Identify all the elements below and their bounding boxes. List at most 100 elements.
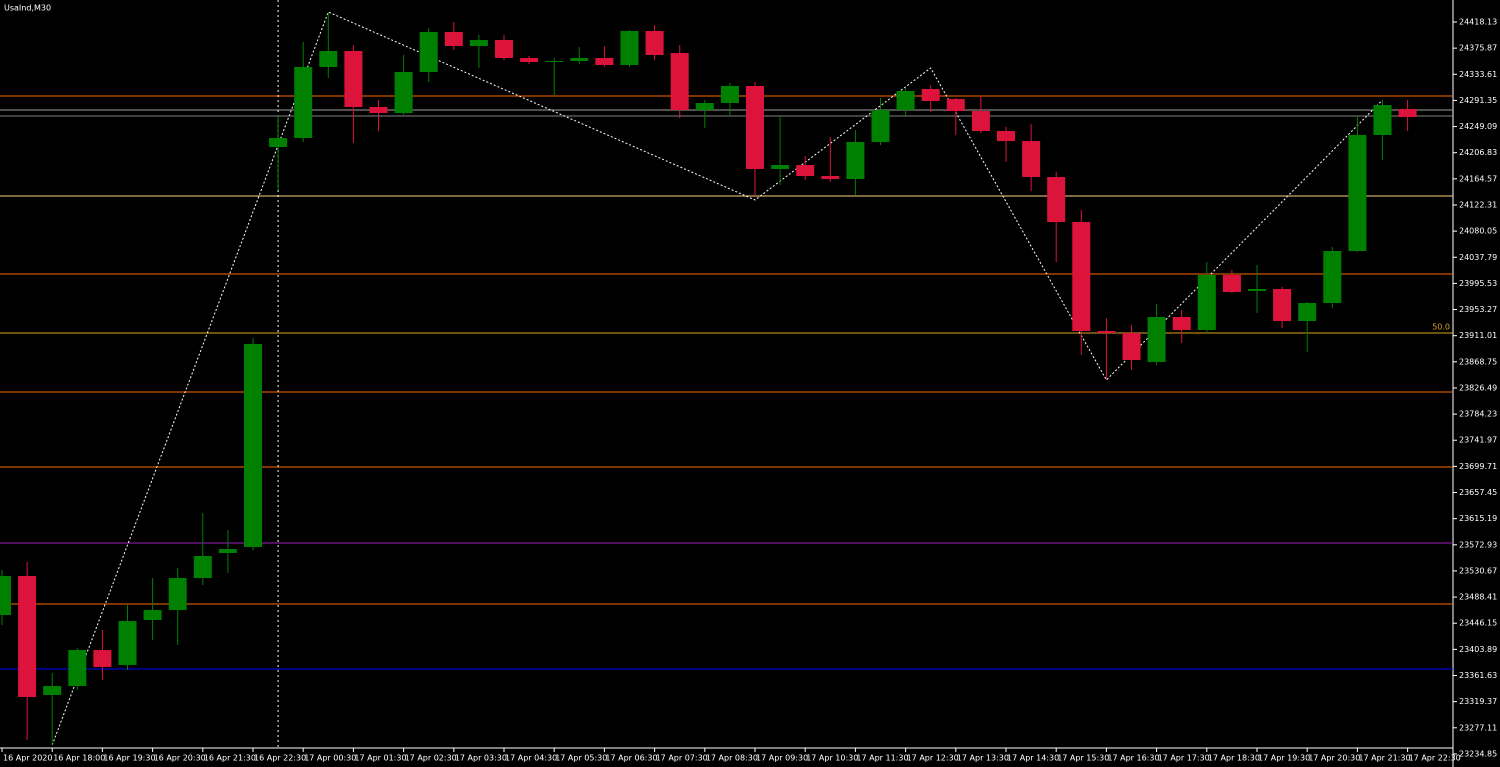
- x-tick-label: 16 Apr 2020: [3, 754, 52, 763]
- y-tick-label: 23826.49: [1459, 383, 1497, 392]
- candle-body: [946, 99, 965, 112]
- x-tick-label: 17 Apr 02:30: [405, 754, 457, 763]
- candle-body: [1323, 251, 1342, 304]
- y-tick-label: 23319.37: [1459, 697, 1497, 706]
- candle-body: [846, 142, 865, 180]
- y-tick-label: 23234.85: [1459, 749, 1497, 758]
- x-tick-label: 17 Apr 15:30: [1057, 754, 1109, 763]
- candle-body: [1298, 303, 1317, 322]
- candle-body: [43, 686, 62, 696]
- x-tick-label: 16 Apr 21:30: [204, 754, 256, 763]
- y-tick-label: 24122.31: [1459, 200, 1497, 209]
- x-tick-label: 17 Apr 07:30: [656, 754, 708, 763]
- y-tick-label: 23657.45: [1459, 488, 1497, 497]
- y-tick-label: 24037.79: [1459, 253, 1497, 262]
- candle-body: [319, 51, 338, 67]
- y-tick-label: 23741.97: [1459, 436, 1497, 445]
- x-tick-label: 17 Apr 19:30: [1258, 754, 1310, 763]
- y-tick-label: 23868.75: [1459, 357, 1497, 366]
- x-tick-label: 17 Apr 06:30: [605, 754, 657, 763]
- candle-body: [444, 31, 463, 47]
- y-tick-label: 23488.41: [1459, 593, 1497, 602]
- x-tick-label: 17 Apr 12:30: [907, 754, 959, 763]
- y-tick-label: 24164.57: [1459, 174, 1497, 183]
- x-tick-label: 17 Apr 09:30: [756, 754, 808, 763]
- candle-body: [193, 556, 212, 579]
- x-tick-label: 17 Apr 20:30: [1308, 754, 1360, 763]
- y-tick-label: 24249.09: [1459, 122, 1497, 131]
- x-tick-label: 17 Apr 01:30: [354, 754, 406, 763]
- candle-body: [1097, 330, 1116, 334]
- candle-body: [143, 610, 162, 621]
- candle-body: [771, 165, 790, 169]
- candle-body: [595, 58, 614, 66]
- y-tick-label: 23277.11: [1459, 723, 1497, 732]
- y-tick-label: 24333.61: [1459, 70, 1497, 79]
- candle-body: [997, 131, 1015, 142]
- y-tick-label: 23615.19: [1459, 514, 1497, 523]
- candle-body: [1197, 275, 1216, 330]
- candle-body: [921, 89, 940, 102]
- candle-body: [645, 30, 664, 55]
- x-tick-label: 17 Apr 13:30: [957, 754, 1009, 763]
- candle-body: [1348, 135, 1367, 252]
- y-tick-label: 23699.71: [1459, 462, 1497, 471]
- y-tick-label: 24375.87: [1459, 44, 1497, 53]
- chart-title: UsaInd,M30: [4, 4, 51, 13]
- candle-body: [419, 31, 438, 72]
- candle-body: [269, 137, 288, 148]
- candle-body: [720, 85, 739, 103]
- x-tick-label: 17 Apr 22:30: [1409, 754, 1461, 763]
- x-tick-label: 17 Apr 14:30: [1007, 754, 1059, 763]
- x-tick-label: 17 Apr 00:30: [304, 754, 356, 763]
- candle-body: [1022, 141, 1041, 178]
- y-tick-label: 23446.15: [1459, 619, 1497, 628]
- x-tick-label: 17 Apr 17:30: [1158, 754, 1210, 763]
- candle-body: [821, 175, 840, 180]
- candle-body: [796, 165, 815, 176]
- candle-body: [0, 575, 11, 616]
- axes: 24418.13 24375.87 24333.61 24291.35 24249.09…: [1, 18, 1497, 763]
- candle-body: [118, 621, 137, 666]
- y-tick-label: 24206.83: [1459, 148, 1497, 157]
- y-tick-label: 24418.13: [1459, 18, 1497, 27]
- x-tick-label: 16 Apr 18:00: [53, 754, 105, 763]
- x-tick-label: 17 Apr 11:30: [856, 754, 908, 763]
- x-tick-label: 17 Apr 03:30: [455, 754, 507, 763]
- candle-body: [746, 85, 764, 169]
- candle-body: [1072, 221, 1091, 331]
- x-tick-label: 17 Apr 08:30: [706, 754, 758, 763]
- x-tick-label: 17 Apr 16:30: [1107, 754, 1159, 763]
- y-tick-label: 23784.23: [1459, 410, 1497, 419]
- y-tick-label: 23995.53: [1459, 279, 1497, 288]
- candle-body: [18, 575, 37, 697]
- x-tick-label: 17 Apr 04:30: [505, 754, 557, 763]
- candle-body: [168, 578, 187, 611]
- y-tick-label: 23403.89: [1459, 645, 1497, 654]
- x-tick-label: 17 Apr 05:30: [555, 754, 607, 763]
- candles: [0, 11, 1417, 745]
- x-tick-label: 17 Apr 18:30: [1208, 754, 1260, 763]
- y-tick-label: 24291.35: [1459, 96, 1497, 105]
- candle-body: [218, 549, 237, 553]
- candle-body: [896, 90, 915, 110]
- level-label: 50.0: [1432, 323, 1450, 332]
- candle-body: [495, 40, 513, 59]
- candle-body: [1147, 317, 1166, 362]
- candle-body: [545, 60, 564, 62]
- candle-body: [394, 71, 413, 114]
- candle-body: [294, 66, 313, 138]
- candle-body: [344, 51, 363, 108]
- candle-body: [1248, 288, 1266, 292]
- candle-body: [971, 111, 990, 132]
- candle-body: [469, 40, 488, 47]
- candle-body: [520, 58, 539, 62]
- x-tick-label: 16 Apr 19:30: [103, 754, 155, 763]
- y-tick-label: 23361.63: [1459, 671, 1497, 680]
- candle-body: [1122, 333, 1141, 360]
- candle-body: [670, 53, 689, 110]
- candle-body: [1273, 288, 1292, 322]
- candle-body: [244, 343, 262, 547]
